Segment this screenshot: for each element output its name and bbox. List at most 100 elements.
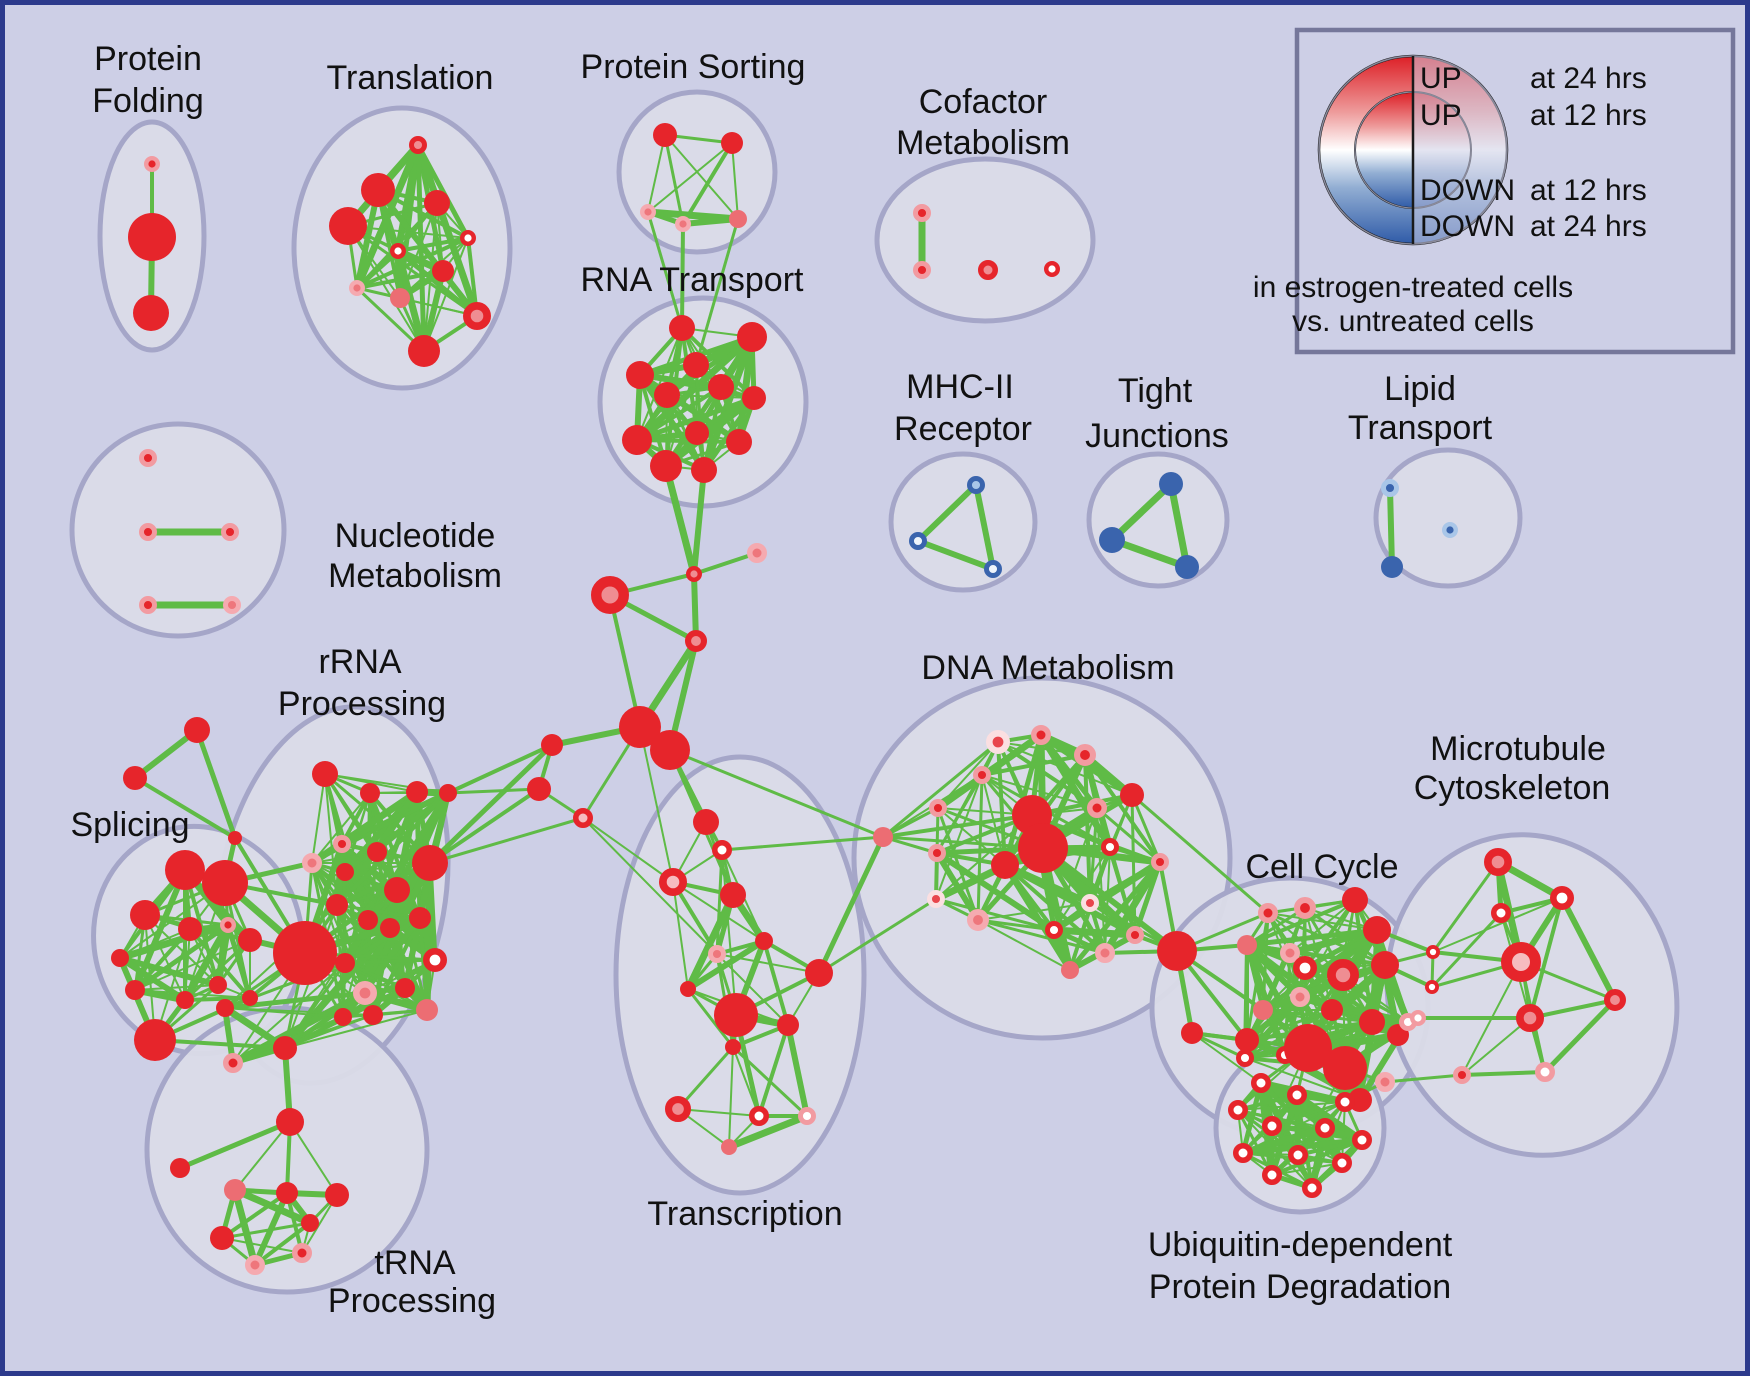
network-node [1159,472,1183,496]
network-node [573,808,593,828]
network-edge-dna-metabolism [1053,846,1111,931]
network-edge-rna-transport [662,394,758,470]
network-node [292,1243,312,1263]
network-node [1251,1073,1271,1093]
network-node [721,132,743,154]
network-edge [817,897,938,975]
network-edge-dna-metabolism [935,814,1033,900]
network-node [685,421,709,445]
network-node [1515,1003,1544,1032]
network-edge-rrna-processing [418,916,429,1012]
network-node [1235,1048,1254,1067]
network-edge [1387,485,1395,570]
network-node [669,315,695,341]
network-node [432,260,454,282]
network-edge [1431,860,1500,954]
network-edge [133,776,237,840]
labels-layer: Protein Folding Translation Protein Sorting… [70,40,1610,1320]
network-edge-rrna-processing [311,792,371,864]
network-edge-cell-cycle [1289,952,1386,966]
cluster-ellipse-tight-junctions [1086,451,1230,589]
network-edge-rrna-processing [335,791,450,907]
network-node [927,843,946,862]
network-edge [194,727,238,841]
network-node [1095,943,1115,963]
network-node [1125,925,1144,944]
network-edge-translation [435,201,479,318]
cluster-label-dna-metabolism: DNA Metabolism [921,649,1174,687]
network-node [726,429,752,455]
network-edge-transcription [672,881,689,990]
network-node [1491,903,1511,923]
cluster-label-ubiquitin-degradation: Ubiquitin-dependent [1148,1226,1453,1264]
network-node [334,1008,352,1026]
network-edge-splicing [183,938,252,1002]
legend-direction-label: UP [1420,99,1462,132]
network-edge-rna-transport [665,364,697,467]
network-edge [720,835,885,852]
network-node [439,784,457,802]
network-edge-trna-processing [234,1121,291,1191]
network-node [224,1179,246,1201]
network-edge-protein-sorting [681,141,734,226]
cluster-label-cofactor-metabolism: Metabolism [896,124,1070,162]
network-edge-cell-cycle [1289,899,1356,954]
network-edge-translation [354,248,401,291]
network-edge [1108,536,1191,571]
network-node [273,1036,297,1060]
network-node [170,1158,190,1178]
network-edge-cell-cycle [1286,926,1381,957]
network-edge-microtubule-cytoskeleton [1461,1017,1531,1076]
network-node [653,123,677,147]
network-node [967,909,990,932]
network-node [755,932,773,950]
network-edge-dna-metabolism [1002,862,1138,938]
network-node [1323,1046,1367,1090]
network-edge-dna-metabolism [981,774,1098,809]
network-edge-rrna-processing [335,903,422,920]
network-edge-microtubule-cytoskeleton [1460,1070,1547,1077]
network-edge-rrna-processing [284,1009,428,1049]
network-node [210,1226,234,1250]
network-edge-splicing [116,921,232,962]
network-node [983,559,1002,578]
network-node [1280,943,1300,963]
network-node [360,783,380,803]
cluster-label-protein-sorting: Protein Sorting [581,48,806,86]
network-node [312,761,338,787]
network-node [912,261,931,280]
network-node [675,215,692,232]
network-node [111,949,129,967]
network-node [1332,1153,1352,1173]
network-edge-microtubule-cytoskeleton [1559,895,1618,1003]
network-node [541,734,563,756]
network-node [363,1005,383,1025]
network-node [276,1108,304,1136]
network-edge-splicing [214,921,232,989]
network-node [139,522,158,541]
network-edge-splicing [225,922,253,1001]
network-edge-protein-sorting [647,142,733,213]
network-node [693,809,719,835]
network-edge-trna-processing [231,1186,314,1227]
network-node [1604,989,1627,1012]
cluster-label-cell-cycle: Cell Cycle [1245,848,1398,886]
network-node [412,845,448,881]
network-node [590,575,629,614]
network-node [380,918,400,938]
cluster-label-protein-folding: Folding [92,82,204,120]
network-edge-dna-metabolism [1053,807,1098,931]
network-node [1175,555,1199,579]
network-node [302,853,322,873]
network-edge-trna-processing [220,1191,289,1240]
network-edge-trna-processing [221,1237,303,1254]
network-edge-microtubule-cytoskeleton [1528,896,1564,1020]
network-node [390,288,410,308]
network-edge [646,210,684,330]
network-node [409,907,431,929]
network-edge [691,467,707,577]
cluster-label-cofactor-metabolism: Cofactor [919,83,1048,121]
network-node [416,999,438,1021]
